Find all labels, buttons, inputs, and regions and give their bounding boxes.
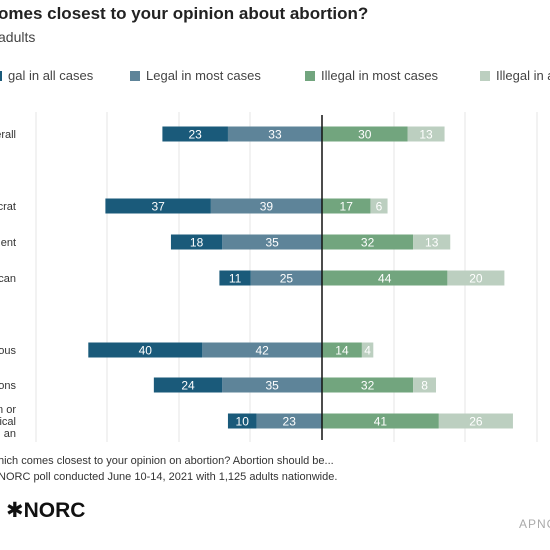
bar-value-label: 23 xyxy=(188,128,202,142)
bar-value-label: 30 xyxy=(358,128,372,142)
bar-value-label: 17 xyxy=(340,200,354,214)
category-label: lican xyxy=(0,273,16,285)
bar-segment xyxy=(322,126,408,142)
bar-segment xyxy=(210,198,322,214)
bar-value-label: 32 xyxy=(361,236,375,250)
category-label: ain ordicalan xyxy=(0,404,16,440)
bar-segment xyxy=(256,413,322,429)
bar-value-label: 6 xyxy=(376,200,383,214)
legend-item-legal-most: Legal in most cases xyxy=(130,68,261,83)
bar-segment xyxy=(170,234,223,250)
bar-value-label: 35 xyxy=(265,379,279,393)
bar-segment xyxy=(322,342,362,358)
bar-segment xyxy=(222,234,322,250)
bar-segment xyxy=(370,198,388,214)
bar-segment xyxy=(202,342,322,358)
chart-subtitle: adults xyxy=(0,29,36,45)
bar-value-label: 37 xyxy=(151,200,165,214)
chart-title: omes closest to your opinion about abort… xyxy=(0,4,369,23)
bar-segment xyxy=(105,198,211,214)
bar-value-label: 24 xyxy=(181,379,195,393)
legend-label: Legal in most cases xyxy=(146,68,261,83)
bar-value-label: 44 xyxy=(378,272,392,286)
bar-value-label: 41 xyxy=(374,415,388,429)
bar-segment xyxy=(153,377,223,393)
category-label: verall xyxy=(0,129,16,141)
category-label: gious xyxy=(0,345,17,357)
bar-segment xyxy=(322,377,414,393)
bar-value-label: 4 xyxy=(364,344,371,358)
legend-swatch xyxy=(0,71,2,81)
bar-value-label: 26 xyxy=(469,415,483,429)
bar-segment xyxy=(322,198,371,214)
bar-value-label: 32 xyxy=(361,379,375,393)
bar-value-label: 35 xyxy=(265,236,279,250)
bar-segment xyxy=(88,342,203,358)
bar-segment xyxy=(162,126,228,142)
legend-item-legal-all: gal in all cases xyxy=(0,68,93,83)
norc-logo: ✱NORC xyxy=(6,499,86,522)
bar-segment xyxy=(219,270,251,286)
legend-swatch xyxy=(480,71,490,81)
bar-segment xyxy=(227,413,257,429)
bar-value-label: 40 xyxy=(139,344,153,358)
legend-item-illegal-most: Illegal in most cases xyxy=(305,68,438,83)
diverging-bar-chart: 33 23 30 13 verall 39 37 17 6 ocrat 35 18 32 13 ndent 2… xyxy=(0,112,538,442)
bar-segment xyxy=(250,270,322,286)
bar-value-label: 10 xyxy=(236,415,250,429)
bar-segment xyxy=(361,342,374,358)
bar-value-label: 33 xyxy=(268,128,282,142)
legend-label: gal in all cases xyxy=(8,68,94,83)
bar-value-label: 18 xyxy=(190,236,204,250)
bar-value-label: 42 xyxy=(255,344,269,358)
bar-segment xyxy=(322,413,439,429)
bar-segment xyxy=(322,234,414,250)
bar-segment xyxy=(438,413,513,429)
bar-value-label: 23 xyxy=(283,415,297,429)
bar-segment xyxy=(447,270,505,286)
legend-item-illegal-all: Illegal in al xyxy=(480,68,550,83)
bar-segment xyxy=(322,270,448,286)
bar-value-label: 14 xyxy=(335,344,349,358)
bar-value-label: 8 xyxy=(421,379,428,393)
bar-value-label: 11 xyxy=(229,272,242,286)
legend-label: Illegal in al xyxy=(496,68,550,83)
category-label: ocrat xyxy=(0,201,16,213)
footnote-source: NORC poll conducted June 10-14, 2021 wit… xyxy=(0,471,338,483)
legend-swatch xyxy=(130,71,140,81)
bar-segment xyxy=(222,377,322,393)
bar-value-label: 39 xyxy=(260,200,274,214)
bar-value-label: 25 xyxy=(280,272,294,286)
category-label: ndent xyxy=(0,237,16,249)
footnote-question: hich comes closest to your opinion on ab… xyxy=(0,455,334,467)
legend-label: Illegal in most cases xyxy=(321,68,439,83)
ap-credit: APNC xyxy=(519,517,550,531)
bar-segment xyxy=(407,126,445,142)
bar-value-label: 20 xyxy=(469,272,483,286)
bar-value-label: 13 xyxy=(419,128,433,142)
bar-segment xyxy=(413,234,451,250)
bar-value-label: 13 xyxy=(425,236,439,250)
bar-segment xyxy=(227,126,322,142)
legend: gal in all cases Legal in most cases Ill… xyxy=(0,68,550,86)
bar-segment xyxy=(413,377,436,393)
legend-swatch xyxy=(305,71,315,81)
